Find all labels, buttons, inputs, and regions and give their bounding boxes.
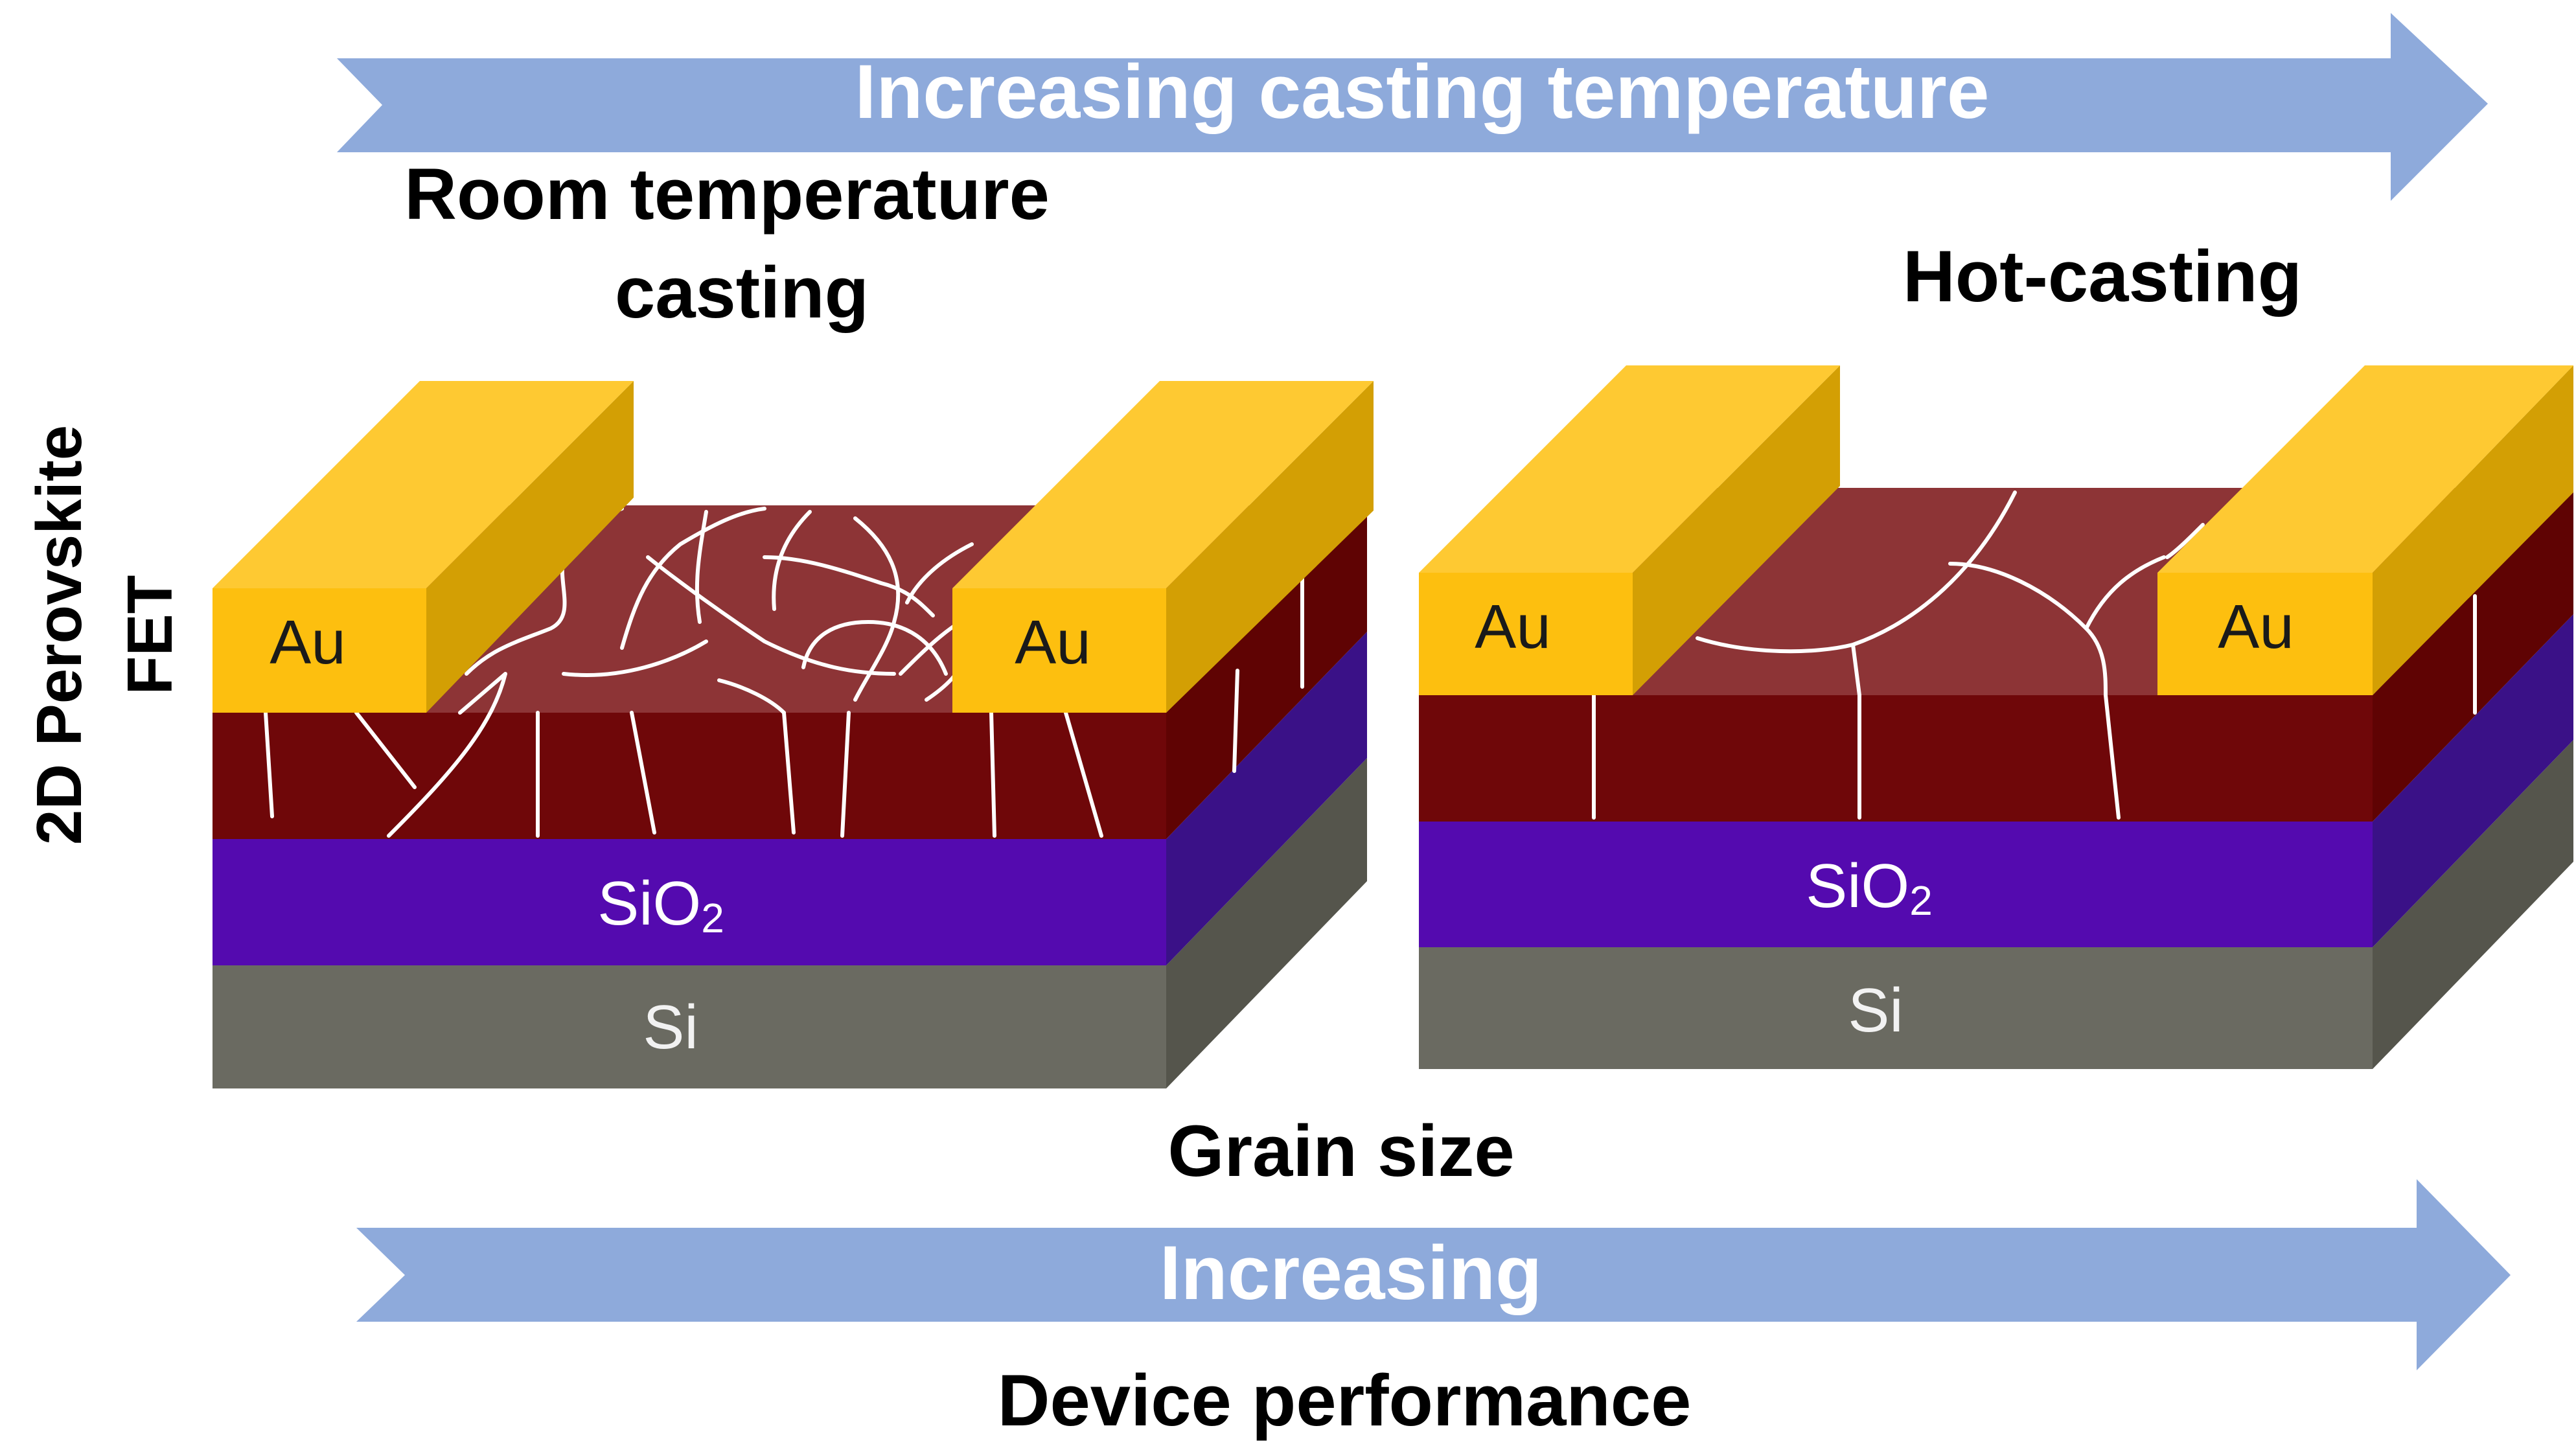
- right-device-title: Hot-casting: [1903, 236, 2302, 317]
- au-side: [426, 381, 634, 713]
- perovskite-front: [1419, 695, 2373, 822]
- au-top: [2157, 365, 2573, 573]
- left-device-title-line2: casting: [615, 252, 869, 333]
- au-label: Au: [270, 608, 345, 677]
- right-device-electrode-left: Au: [1419, 365, 1840, 695]
- au-front: [952, 588, 1166, 713]
- au-label: Au: [2218, 592, 2294, 662]
- au-front: [213, 588, 426, 713]
- si-label: Si: [1848, 976, 1903, 1045]
- top-arrow: Increasing casting temperature: [337, 13, 2488, 201]
- au-top: [213, 381, 634, 588]
- bottom-arrow-shape: [356, 1179, 2511, 1370]
- grain-boundaries-front: [1592, 594, 2477, 820]
- au-side: [1633, 365, 1840, 695]
- side-label: 2D Perovskite FET: [23, 425, 185, 845]
- si-label: Si: [643, 993, 698, 1062]
- sio2-layer-side: [2373, 614, 2573, 947]
- top-arrow-label: Increasing casting temperature: [855, 49, 1990, 135]
- right-device: Si SiO2 Au: [1419, 365, 2573, 1069]
- si-layer: [1419, 947, 2373, 1069]
- si-layer-side: [1166, 758, 1367, 1088]
- bottom-arrow-label: Increasing: [1160, 1230, 1542, 1316]
- perovskite-side: [1166, 505, 1367, 839]
- side-label-line2: FET: [114, 575, 185, 695]
- grain-boundaries-top: [1696, 490, 2205, 697]
- sio2-label: SiO2: [597, 869, 724, 941]
- au-top: [1419, 365, 1840, 573]
- device-performance-label: Device performance: [998, 1360, 1692, 1441]
- au-top: [952, 381, 1374, 588]
- sio2-layer-side: [1166, 632, 1367, 965]
- sio2-label: SiO2: [1806, 851, 1933, 924]
- au-label: Au: [1475, 592, 1550, 662]
- top-arrow-shape: [337, 13, 2488, 201]
- si-layer-side: [2373, 740, 2573, 1069]
- left-device-electrode-right: Au: [952, 381, 1374, 713]
- bottom-arrow: Increasing: [356, 1179, 2511, 1370]
- left-device-title-line1: Room temperature: [404, 154, 1050, 235]
- au-side: [2373, 365, 2573, 695]
- au-front: [1419, 573, 1633, 695]
- si-layer: [213, 965, 1166, 1088]
- grain-boundaries-front: [264, 575, 1304, 838]
- perovskite-front: [213, 713, 1166, 839]
- sio2-layer: [213, 839, 1166, 965]
- left-device: Si SiO2: [213, 381, 1374, 1088]
- grain-size-label: Grain size: [1167, 1111, 1514, 1191]
- side-label-line1: 2D Perovskite: [23, 425, 95, 845]
- au-front: [2157, 573, 2373, 695]
- left-device-electrode-left: Au: [213, 381, 634, 713]
- au-side: [1166, 381, 1374, 713]
- au-label: Au: [1015, 608, 1090, 677]
- right-device-electrode-right: Au: [2157, 365, 2573, 695]
- sio2-layer: [1419, 822, 2373, 947]
